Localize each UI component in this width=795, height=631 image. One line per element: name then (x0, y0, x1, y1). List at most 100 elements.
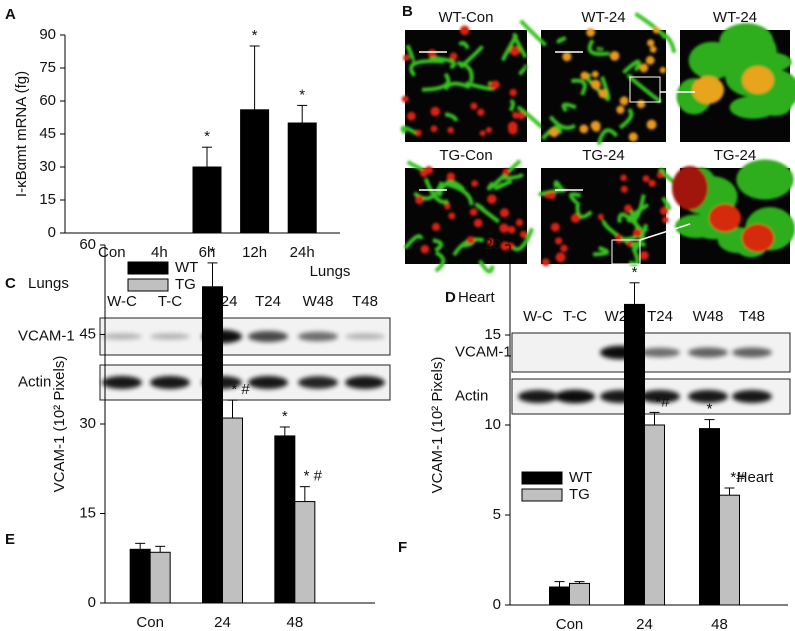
nucleus (406, 111, 416, 121)
y-tick-label: 0 (88, 594, 96, 611)
nucleus (633, 228, 642, 238)
significance: * (204, 128, 210, 145)
bar (192, 166, 222, 234)
lane-label: W-C (107, 293, 137, 310)
panel-letter: B (402, 3, 413, 20)
nucleus (499, 223, 509, 233)
tissue (571, 78, 587, 96)
legend-label: WT (175, 259, 198, 276)
legend-swatch (521, 488, 563, 502)
nucleus (403, 54, 410, 61)
nucleus (555, 237, 563, 245)
nucleus (419, 169, 428, 178)
nucleus (470, 102, 478, 110)
band (688, 390, 728, 403)
lane-label: T48 (352, 293, 378, 310)
nucleus (579, 124, 589, 134)
micrograph-label: WT-24 (713, 9, 757, 26)
nucleus (598, 89, 608, 98)
nucleus (473, 218, 483, 228)
nucleus (660, 206, 669, 216)
nucleus (471, 180, 479, 187)
band (518, 390, 558, 403)
significance: * (252, 27, 258, 44)
tissue (501, 33, 519, 61)
bar (129, 548, 151, 604)
lane-label: W-C (523, 308, 553, 325)
nucleus (519, 230, 527, 238)
tissue (596, 46, 604, 52)
bar (719, 494, 740, 606)
bar (624, 303, 645, 606)
significance: * (707, 401, 713, 418)
legend-swatch (127, 278, 169, 292)
tissue (617, 212, 644, 232)
nucleus (507, 121, 518, 132)
y-tick-label: 15 (39, 191, 56, 208)
nucleus (560, 244, 568, 253)
legend-label: WT (569, 469, 592, 486)
nucleus (619, 96, 629, 106)
y-tick-label: 5 (493, 506, 501, 523)
y-axis-label: VCAM-1 (10² Pixels) (429, 357, 446, 494)
lane-label: T-C (563, 308, 587, 325)
nucleus (466, 236, 475, 245)
band (248, 331, 288, 342)
nucleus (469, 208, 478, 216)
nucleus (645, 55, 655, 65)
nucleus (628, 132, 638, 142)
nucleus (590, 79, 601, 90)
tissue (459, 45, 484, 69)
bar (202, 286, 223, 604)
y-tick-label: 45 (39, 125, 56, 142)
y-tick-label: 15 (79, 504, 96, 521)
tissue (575, 201, 593, 219)
tissue (593, 246, 610, 257)
nucleus (591, 70, 599, 78)
significance: *# (655, 393, 670, 410)
tissue (516, 105, 544, 130)
x-tick-label: 12h (242, 244, 267, 261)
row-label: VCAM-1 (18, 327, 75, 344)
nucleus (620, 174, 627, 182)
nucleus (652, 26, 660, 34)
bar (222, 417, 243, 604)
row-label: Actin (455, 387, 488, 404)
nucleus (709, 204, 741, 232)
tissue (622, 59, 641, 75)
significance: * (299, 86, 305, 103)
nucleus (507, 242, 515, 250)
x-tick-label: Con (136, 614, 164, 631)
tissue (409, 59, 445, 77)
blot-title: Lungs (28, 275, 69, 292)
nucleus (620, 185, 628, 193)
y-tick-label: 45 (79, 325, 96, 342)
x-tick-label: 6h (199, 244, 216, 261)
band (298, 331, 338, 342)
nucleus (431, 222, 441, 232)
x-tick-label: 48 (286, 614, 303, 631)
nucleus (487, 194, 497, 204)
nucleus (550, 222, 560, 232)
inset-box (629, 76, 661, 103)
nucleus (555, 252, 566, 263)
nucleus (502, 168, 510, 176)
legend-swatch (521, 471, 563, 485)
nucleus (609, 51, 620, 61)
y-tick-label: 60 (79, 236, 96, 253)
y-tick-label: 75 (39, 59, 56, 76)
band (555, 389, 595, 404)
panel-letter: D (445, 289, 456, 306)
micrograph: WT-24 (519, 9, 677, 146)
tissue (508, 99, 516, 112)
nucleus (507, 226, 516, 234)
micrograph-label: WT-24 (581, 9, 625, 26)
micrograph-label: TG-24 (582, 147, 625, 164)
nucleus (692, 76, 724, 104)
y-tick-label: 20 (484, 236, 501, 253)
tissue (569, 192, 582, 205)
tissue (403, 234, 424, 250)
nucleus (672, 166, 708, 210)
nucleus (626, 240, 633, 247)
nucleus (415, 195, 424, 205)
